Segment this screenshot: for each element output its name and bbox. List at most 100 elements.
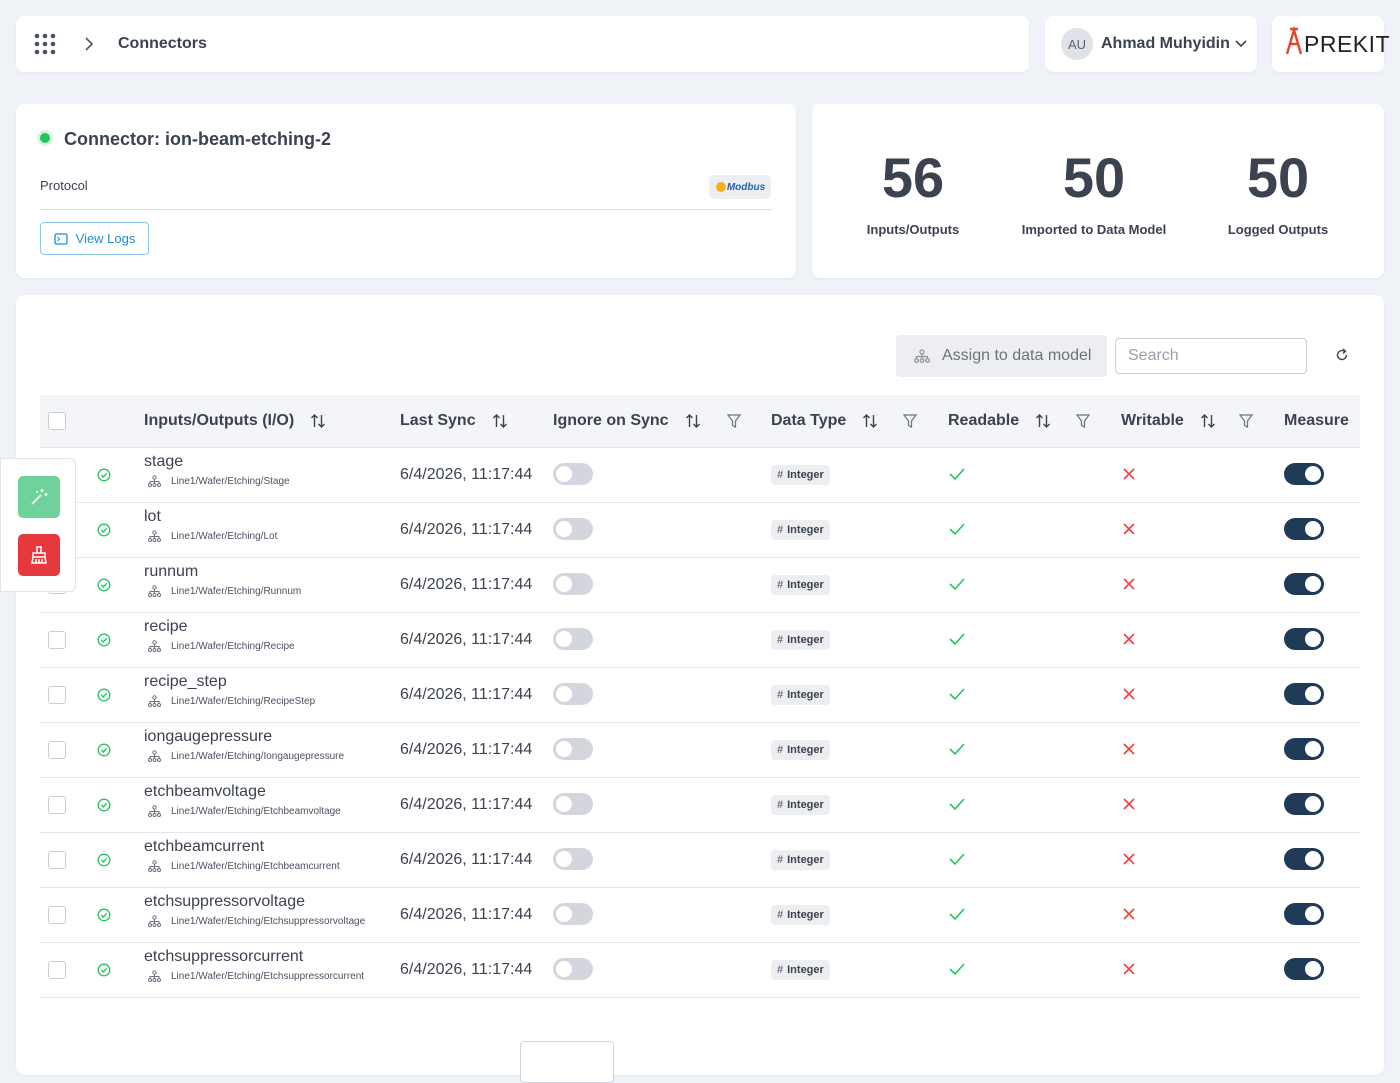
- user-menu[interactable]: AU Ahmad Muhyidin: [1045, 16, 1257, 72]
- column-header[interactable]: Writable: [1121, 412, 1184, 429]
- row-checkbox[interactable]: [48, 740, 66, 759]
- no-icon: [1123, 467, 1135, 480]
- stats-card: 56 Inputs/Outputs 50 Imported to Data Mo…: [812, 104, 1384, 278]
- io-path: Line1/Wafer/Etching/Iongaugepressure: [171, 750, 345, 762]
- measure-toggle[interactable]: [1284, 737, 1324, 760]
- magic-button[interactable]: [18, 476, 60, 518]
- row-checkbox[interactable]: [48, 905, 66, 924]
- row-checkbox[interactable]: [48, 630, 66, 649]
- ignore-toggle[interactable]: [553, 682, 593, 705]
- ignore-toggle[interactable]: [553, 792, 593, 815]
- ignore-toggle[interactable]: [553, 847, 593, 870]
- io-name[interactable]: etchsuppressorvoltage: [144, 893, 305, 910]
- io-name[interactable]: lot: [144, 508, 161, 525]
- row-checkbox[interactable]: [48, 795, 66, 814]
- readable-yes: [949, 577, 965, 590]
- table-row: lot Line1/Wafer/Etching/Lot 6/4/2026, 11…: [40, 502, 1360, 558]
- filter-icon[interactable]: [1076, 413, 1090, 429]
- status-dot: [40, 133, 50, 143]
- data-type-badge: # Integer: [771, 519, 830, 540]
- pagination[interactable]: [520, 1041, 614, 1083]
- ignore-toggle[interactable]: [553, 737, 593, 760]
- last-sync: 6/4/2026, 11:17:44: [400, 685, 533, 703]
- ignore-toggle[interactable]: [553, 572, 593, 595]
- column-header[interactable]: Measure: [1284, 412, 1349, 429]
- measure-toggle[interactable]: [1284, 517, 1324, 540]
- data-type: Integer: [787, 798, 824, 811]
- sort-icon[interactable]: [310, 413, 326, 429]
- no-icon: [1123, 962, 1135, 975]
- io-path: Line1/Wafer/Etching/Lot: [171, 530, 278, 542]
- measure-toggle[interactable]: [1284, 462, 1324, 485]
- column-header[interactable]: Data Type: [771, 412, 847, 429]
- apps-menu[interactable]: [34, 33, 56, 55]
- top-bar: Connectors: [16, 16, 1029, 72]
- data-type: Integer: [787, 743, 824, 756]
- row-checkbox[interactable]: [48, 685, 66, 704]
- filter-icon[interactable]: [903, 413, 917, 429]
- io-path: Line1/Wafer/Etching/Etchbeamvoltage: [171, 805, 341, 817]
- no-icon: [1123, 632, 1135, 645]
- measure-toggle[interactable]: [1284, 847, 1324, 870]
- io-name[interactable]: iongaugepressure: [144, 728, 273, 745]
- io-name[interactable]: etchsuppressorcurrent: [144, 948, 304, 965]
- column-header[interactable]: Last Sync: [400, 412, 476, 429]
- io-name[interactable]: etchbeamvoltage: [144, 783, 266, 800]
- table-row: recipe Line1/Wafer/Etching/Recipe 6/4/20…: [40, 612, 1360, 668]
- column-header[interactable]: Inputs/Outputs (I/O): [144, 412, 295, 429]
- io-path: Line1/Wafer/Etching/Recipe: [171, 640, 295, 652]
- table-card: Assign to data model Search Inputs/Outpu…: [16, 295, 1384, 1083]
- measure-toggle[interactable]: [1284, 957, 1324, 980]
- io-path: Line1/Wafer/Etching/Runnum: [171, 585, 302, 597]
- select-all-checkbox[interactable]: [48, 412, 66, 430]
- stat: 56 Inputs/Outputs: [803, 146, 1023, 237]
- clear-button[interactable]: [18, 534, 60, 576]
- stat-label: Logged Outputs: [1227, 222, 1329, 237]
- measure-toggle[interactable]: [1284, 902, 1324, 925]
- breadcrumb[interactable]: Connectors: [118, 35, 207, 52]
- sort-icon[interactable]: [862, 413, 878, 429]
- io-name[interactable]: recipe: [144, 618, 188, 635]
- column-header[interactable]: Readable: [948, 412, 1020, 429]
- row-checkbox[interactable]: [48, 850, 66, 869]
- path-icon: [148, 805, 161, 817]
- stat-value: 50: [1246, 146, 1310, 209]
- assign-button[interactable]: Assign to data model: [896, 335, 1107, 377]
- sync-status: [97, 688, 111, 701]
- sort-icon[interactable]: [685, 413, 701, 429]
- filter-icon[interactable]: [1239, 413, 1253, 429]
- measure-toggle[interactable]: [1284, 572, 1324, 595]
- stat-label: Imported to Data Model: [1021, 222, 1167, 237]
- row-checkbox[interactable]: [48, 960, 66, 979]
- ignore-toggle[interactable]: [553, 957, 593, 980]
- data-type: Integer: [787, 633, 824, 646]
- last-sync: 6/4/2026, 11:17:44: [400, 465, 533, 483]
- measure-toggle[interactable]: [1284, 682, 1324, 705]
- refresh-button[interactable]: [1335, 348, 1349, 362]
- ignore-toggle[interactable]: [553, 902, 593, 925]
- sort-icon[interactable]: [1035, 413, 1051, 429]
- io-name[interactable]: runnum: [144, 563, 199, 580]
- ignore-toggle[interactable]: [553, 462, 593, 485]
- search-input[interactable]: Search: [1115, 338, 1307, 374]
- filter-icon[interactable]: [727, 413, 741, 429]
- ignore-toggle[interactable]: [553, 627, 593, 650]
- breadcrumb-chevron: [85, 37, 94, 51]
- sort-icon[interactable]: [1200, 413, 1216, 429]
- readable-yes: [949, 962, 965, 975]
- readable-yes: [949, 797, 965, 810]
- sync-status: [97, 578, 111, 591]
- io-name[interactable]: recipe_step: [144, 673, 227, 690]
- user-name: Ahmad Muhyidin: [1101, 35, 1230, 52]
- sort-icon[interactable]: [492, 413, 508, 429]
- logo-card: PREKIT: [1272, 16, 1390, 72]
- io-name[interactable]: stage: [144, 453, 184, 470]
- view-logs-button[interactable]: View Logs: [40, 222, 149, 255]
- last-sync: 6/4/2026, 11:17:44: [400, 850, 533, 868]
- data-type: Integer: [787, 578, 824, 591]
- measure-toggle[interactable]: [1284, 792, 1324, 815]
- io-name[interactable]: etchbeamcurrent: [144, 838, 265, 855]
- column-header[interactable]: Ignore on Sync: [553, 412, 669, 429]
- measure-toggle[interactable]: [1284, 627, 1324, 650]
- ignore-toggle[interactable]: [553, 517, 593, 540]
